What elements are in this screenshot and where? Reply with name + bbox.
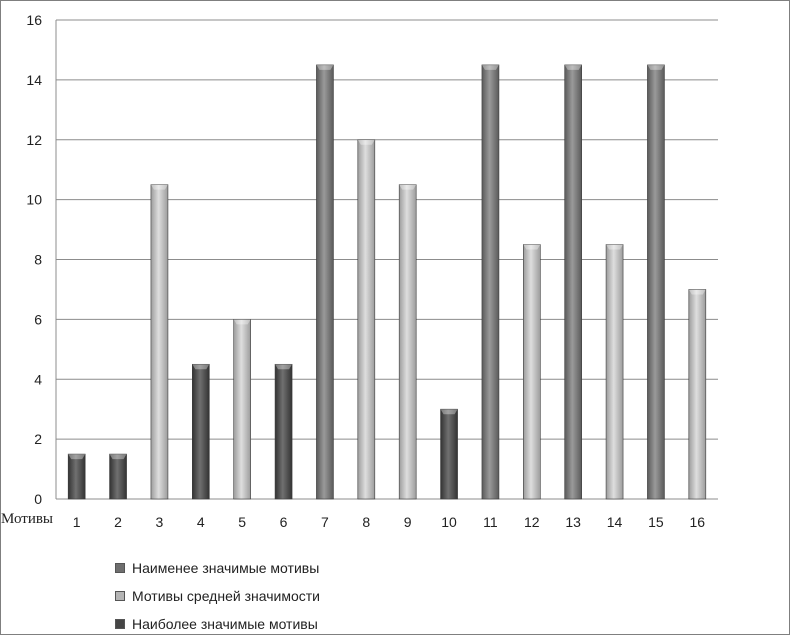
y-tick-label: 6 [34,311,42,327]
bar [109,453,127,500]
y-tick-label: 10 [26,192,42,208]
bar-bevel [109,454,127,460]
bar [67,453,86,500]
bar [481,64,500,500]
x-tick-label: 11 [483,514,498,530]
bar-bevel [399,184,417,190]
y-tick-label: 16 [26,12,42,28]
legend-label-most: Наиболее значимые мотивы [132,616,318,632]
bar-bevel [357,139,375,145]
bar-bevel [564,64,582,70]
bar [605,244,624,500]
x-tick-label: 15 [648,514,664,530]
legend-label-medium: Мотивы средней значимости [132,588,320,604]
bar-bevel [150,184,168,190]
x-tick-label: 10 [441,514,457,530]
legend-swatch-least [115,563,125,573]
legend-item-medium: Мотивы средней значимости [115,582,320,610]
y-tick-label: 14 [26,72,42,88]
bar [357,139,376,500]
x-tick-label: 8 [362,514,370,530]
x-tick-label: 14 [607,514,623,530]
bar-bevel [481,64,499,70]
y-tick-label: 12 [26,132,42,148]
bar [274,363,293,500]
x-tick-label: 13 [565,514,581,530]
bar [150,184,169,500]
x-tick-label: 16 [690,514,706,530]
bar-bevel [523,244,541,250]
y-tick-label: 8 [34,252,42,268]
legend-item-least: Наименее значимые мотивы [115,554,320,582]
x-tick-label: 2 [114,514,122,530]
legend-swatch-most [115,619,125,629]
x-tick-label: 5 [238,514,246,530]
bar-bevel [606,244,624,250]
bar [564,64,582,500]
legend-item-most: Наиболее значимые мотивы [115,610,320,638]
bar-bevel [647,64,665,70]
y-tick-label: 0 [34,491,42,507]
bar-bevel [440,409,458,415]
x-tick-label: 3 [156,514,164,530]
bar [440,408,458,500]
x-tick-label: 12 [524,514,540,530]
bar [316,64,334,500]
x-tick-label: 6 [280,514,288,530]
bar-bevel [316,64,334,70]
bar [233,319,251,500]
bar-bevel [192,364,210,370]
x-tick-label: 7 [321,514,329,530]
bar-bevel [68,454,86,460]
x-tick-label: 1 [73,514,81,530]
x-tick-label: 9 [404,514,412,530]
bar [688,289,707,500]
y-tick-label: 2 [34,431,42,447]
y-tick-label: 4 [34,371,42,387]
legend-swatch-medium [115,591,125,601]
x-axis-title: Мотивы [1,511,53,527]
legend: Наименее значимые мотивы Мотивы средней … [115,554,320,638]
bar [647,64,665,500]
bar-bevel [233,319,251,325]
bar [523,244,541,500]
legend-label-least: Наименее значимые мотивы [132,560,320,576]
x-tick-label: 4 [197,514,205,530]
bar [398,184,417,500]
bar-bevel [275,364,293,370]
bar [192,363,210,500]
bar-bevel [688,289,706,295]
